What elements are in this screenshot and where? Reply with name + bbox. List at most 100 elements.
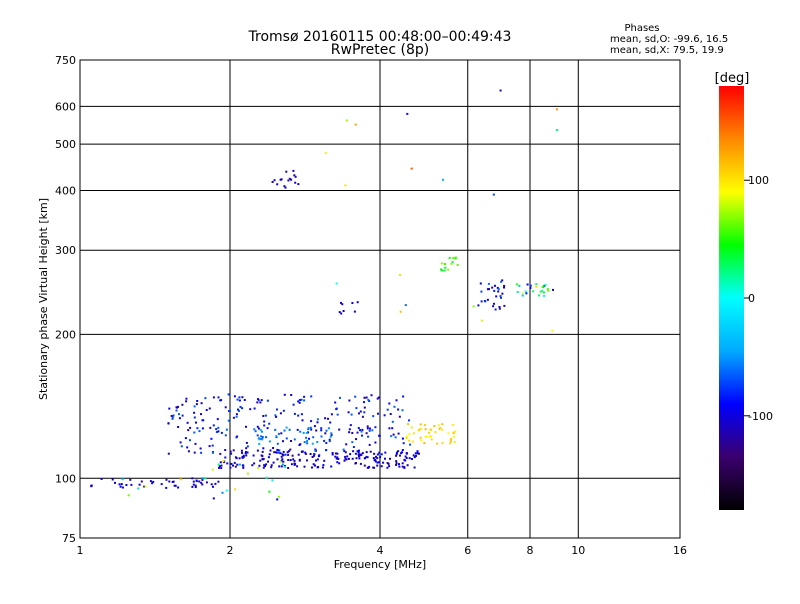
data-point (271, 479, 274, 482)
data-point (325, 429, 328, 432)
data-point (208, 407, 211, 410)
data-point (503, 284, 506, 287)
data-point (254, 430, 257, 433)
data-point (389, 457, 391, 460)
data-point (433, 425, 436, 428)
data-point (177, 426, 180, 428)
data-point (344, 457, 347, 460)
data-point (493, 302, 495, 305)
data-point (187, 450, 190, 453)
data-point (344, 455, 347, 458)
data-point (201, 427, 204, 430)
data-point (516, 283, 518, 286)
data-point (177, 405, 179, 408)
data-point (232, 416, 235, 419)
data-point (253, 428, 256, 431)
data-point (307, 426, 310, 429)
data-point (149, 480, 152, 483)
data-point (404, 455, 407, 458)
data-point (300, 413, 303, 416)
data-point (401, 437, 404, 440)
data-point (193, 411, 196, 414)
data-point (267, 456, 270, 459)
data-point (423, 442, 426, 445)
data-point (121, 486, 124, 489)
data-point (234, 488, 237, 491)
data-point (411, 440, 414, 443)
data-point (448, 256, 451, 259)
data-point (415, 454, 417, 457)
data-point (310, 395, 313, 398)
data-point (366, 427, 369, 430)
data-point (350, 413, 353, 416)
data-point (354, 395, 357, 398)
data-point (352, 446, 355, 448)
data-point (220, 464, 223, 467)
data-point (342, 448, 345, 451)
data-point (290, 178, 293, 181)
data-point (344, 184, 347, 187)
data-point (201, 477, 204, 480)
data-point (503, 304, 506, 307)
data-point (125, 484, 128, 486)
data-point (351, 432, 354, 434)
data-point (307, 431, 309, 434)
data-point (274, 428, 277, 431)
data-point (235, 436, 238, 439)
data-point (165, 486, 168, 489)
data-point (407, 423, 409, 426)
data-point (245, 454, 248, 457)
data-point (280, 432, 283, 435)
data-point (212, 396, 215, 399)
data-point (341, 303, 344, 306)
data-point (424, 435, 427, 438)
data-point (364, 457, 367, 460)
data-point (335, 457, 338, 460)
data-point (357, 427, 360, 429)
data-point (396, 451, 398, 454)
data-point (399, 454, 401, 457)
data-point (270, 464, 273, 467)
data-point (276, 183, 279, 186)
data-point (235, 413, 238, 416)
data-point (212, 424, 215, 427)
data-point (261, 436, 264, 439)
data-point (441, 442, 444, 445)
data-point (373, 466, 376, 469)
data-point (308, 437, 310, 440)
data-point (532, 290, 535, 293)
data-point (384, 451, 387, 454)
data-point (419, 428, 422, 430)
colorbar-tick-label: 100 (748, 174, 769, 187)
data-point (292, 403, 295, 406)
data-point (297, 453, 300, 456)
data-point (370, 394, 373, 397)
data-point (369, 427, 371, 430)
data-point (441, 428, 444, 431)
data-point (196, 400, 199, 402)
data-point (503, 286, 505, 289)
data-point (165, 478, 168, 481)
grid (80, 60, 680, 538)
data-point (191, 485, 194, 488)
data-point (500, 296, 502, 299)
data-point (220, 467, 223, 470)
data-point (264, 414, 267, 417)
data-point (302, 431, 305, 434)
data-point (246, 451, 249, 454)
data-point (170, 415, 173, 417)
data-point (340, 301, 342, 304)
data-point (294, 181, 297, 184)
data-point (241, 396, 244, 399)
data-point (403, 458, 406, 461)
y-axis: 75 100 200 300 400 500 600 750 (55, 54, 76, 545)
data-point (338, 462, 341, 465)
data-point (220, 431, 223, 434)
data-point (359, 429, 362, 432)
data-point (233, 395, 236, 398)
data-point (547, 289, 550, 292)
data-point (416, 452, 419, 455)
data-point (186, 446, 189, 449)
colorbar: [deg] 100 0 -100 (715, 71, 773, 510)
data-point (335, 452, 337, 455)
